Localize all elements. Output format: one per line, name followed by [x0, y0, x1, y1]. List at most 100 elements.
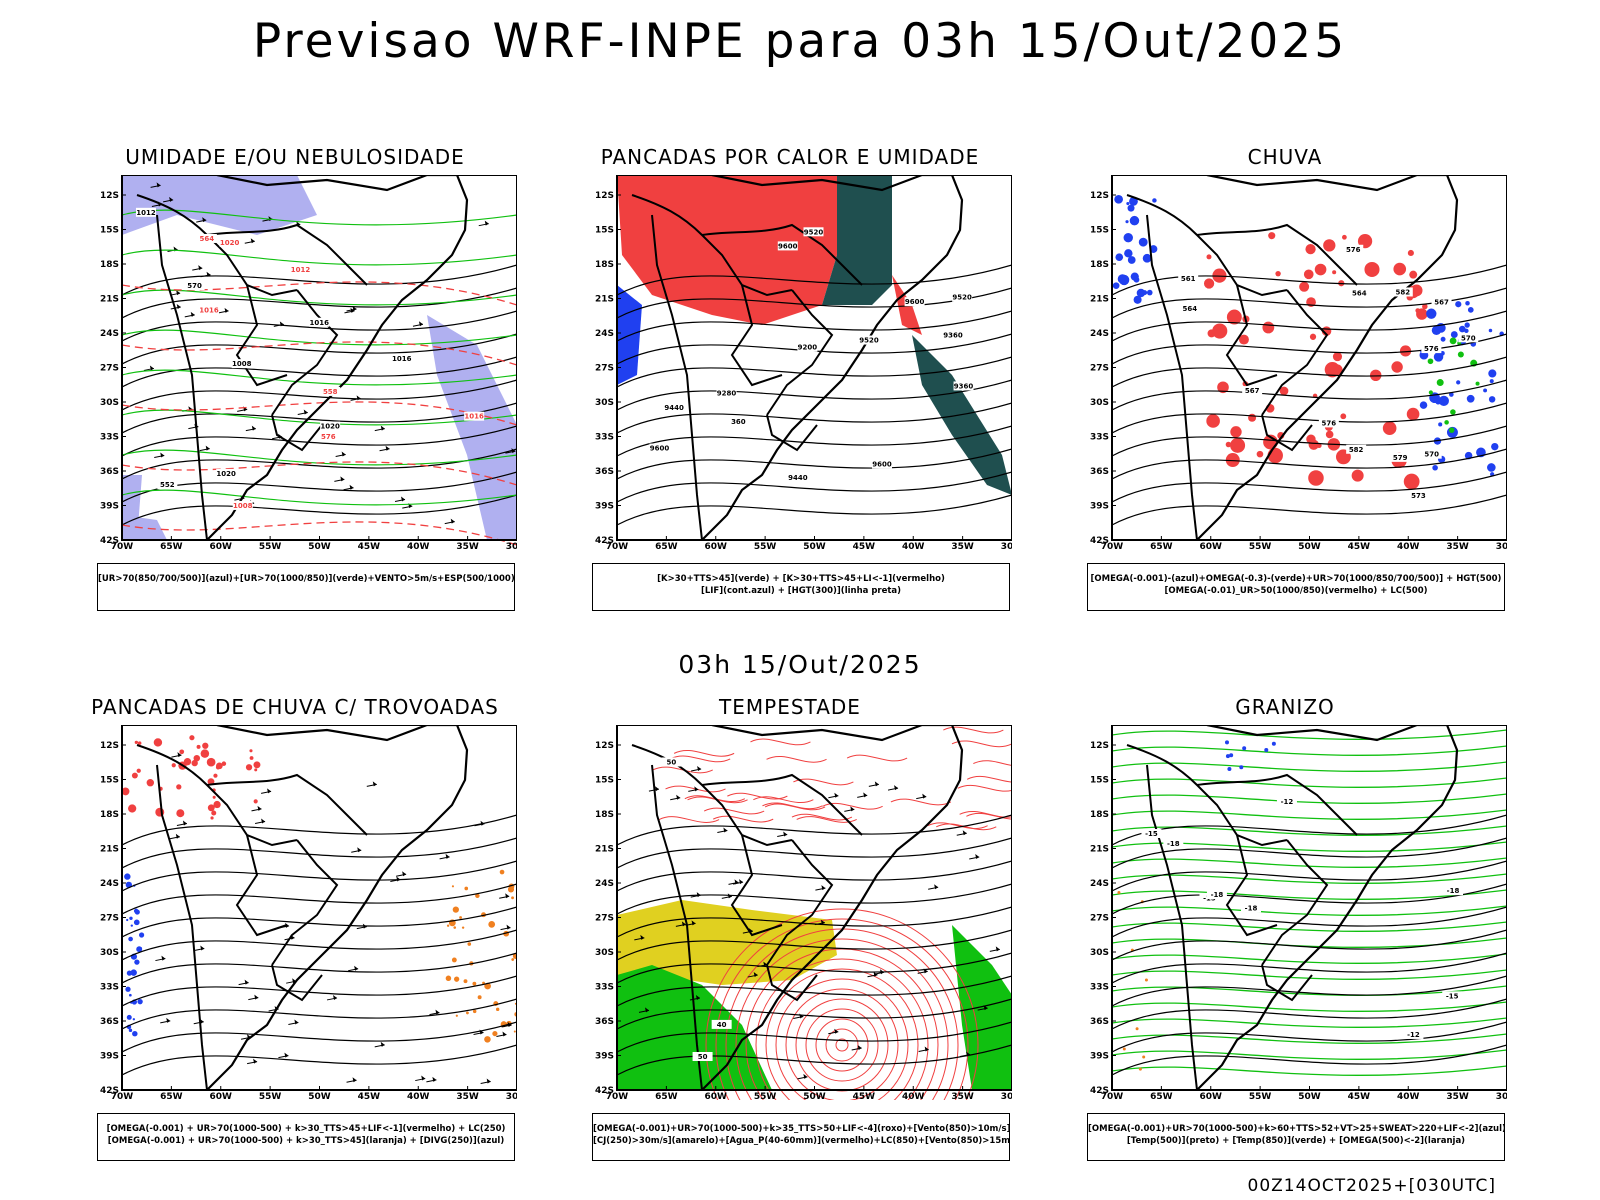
lon-tick-label: 35W: [456, 1092, 479, 1100]
pw-contour: [727, 792, 788, 800]
lat-tick-label: 42S: [1090, 1086, 1109, 1096]
rain-blue: [1440, 336, 1446, 342]
hail-blue: [1242, 746, 1247, 751]
wind-arrowhead: [857, 1045, 862, 1051]
height-contour: [1111, 448, 1507, 480]
rain-green: [1427, 358, 1434, 365]
lon-tick-label: 30W: [1001, 542, 1012, 550]
contour-label-bg: [664, 403, 685, 413]
contour-label: 1008: [232, 360, 252, 368]
country-border: [235, 284, 288, 387]
storm-red: [191, 759, 198, 767]
contour-label-bg: [1421, 449, 1442, 459]
storm-red: [176, 784, 182, 790]
wind-arrowhead: [502, 1031, 507, 1037]
rain-green: [1444, 420, 1449, 425]
rain-red: [1382, 421, 1397, 436]
rain-blue: [1435, 399, 1441, 405]
rain-blue: [1133, 276, 1140, 283]
lon-tick-label: 40W: [1397, 542, 1420, 550]
rain-blue: [1138, 237, 1148, 247]
coastline: [1196, 175, 1459, 541]
lon-tick-label: 60W: [1200, 1092, 1223, 1100]
lat-tick-label: 33S: [1090, 433, 1109, 443]
lat-tick-label: 24S: [1090, 879, 1109, 889]
wind-arrowhead: [506, 924, 511, 930]
contour-label: 9600: [650, 445, 670, 453]
legend-line: [K>30+TTS>45](verde) + [K>30+TTS>45+LI<-…: [657, 574, 945, 584]
storm-red: [179, 749, 185, 755]
rain-blue: [1129, 215, 1140, 226]
lon-tick-label: 30W: [1496, 542, 1507, 550]
contour-label-bg: [1349, 288, 1370, 298]
height-contour: [616, 952, 1012, 984]
rain-red: [1364, 261, 1380, 278]
panel-legend: [OMEGA(-0.001)-(azul)+OMEGA(-0.3)-(verde…: [1087, 563, 1505, 611]
height-contour: [616, 425, 1012, 457]
height-contour: [616, 402, 1012, 434]
storm-red: [249, 749, 253, 753]
country-border: [1261, 414, 1313, 452]
lat-tick-label: 33S: [595, 433, 614, 443]
storm-red: [202, 742, 209, 749]
rain-blue: [1450, 331, 1458, 339]
legend-line: [OMEGA(-0.001)-(azul)+OMEGA(-0.3)-(verde…: [1090, 574, 1502, 584]
pw-contour: [753, 796, 814, 804]
contour-label: -12: [1281, 798, 1294, 806]
country-border: [1146, 214, 1198, 541]
contour-label-bg: [1390, 452, 1411, 462]
wind-arrowhead: [333, 994, 338, 1000]
height-contour: [121, 883, 517, 915]
contour-label-bg: [184, 281, 205, 291]
lat-tick-label: 12S: [100, 741, 119, 751]
storm-red: [128, 804, 137, 813]
wind-arrowhead: [821, 885, 826, 891]
divg-blue: [132, 1018, 136, 1021]
omega-orange: [1138, 1067, 1142, 1071]
coastline: [1196, 725, 1459, 1091]
rain-red: [1225, 441, 1232, 448]
lat-tick-label: 24S: [595, 329, 614, 339]
height-contour: [616, 837, 1012, 869]
wind-arrowhead: [505, 893, 510, 899]
country-border: [766, 964, 818, 1002]
wind-arrowhead: [873, 971, 878, 977]
lat-tick-label: 21S: [1090, 295, 1109, 305]
storm-orange: [492, 1031, 498, 1037]
rain-red: [1248, 413, 1257, 422]
lat-tick-label: 12S: [595, 741, 614, 751]
storm-orange: [453, 926, 457, 929]
height-contour: [616, 379, 1012, 411]
storm-orange: [459, 916, 462, 919]
rain-green: [1428, 390, 1433, 395]
wind-arrowhead: [349, 484, 354, 490]
pw-contour: [951, 740, 1012, 748]
height-contour: [121, 264, 517, 296]
contour-label: -18: [1211, 891, 1224, 899]
temp850-contour: [1111, 777, 1507, 788]
wind-arrowhead: [341, 451, 346, 457]
wind-arrowhead: [966, 1051, 971, 1057]
contour-label-bg: [391, 353, 412, 363]
rain-red: [1332, 270, 1337, 275]
country-border: [156, 764, 208, 1091]
wind-arrowhead: [182, 820, 187, 826]
rain-red: [1340, 413, 1347, 420]
temp850-contour: [1111, 857, 1507, 868]
rain-blue: [1488, 396, 1496, 403]
lat-tick-label: 33S: [595, 983, 614, 993]
divg-blue: [130, 924, 133, 927]
hail-blue: [1224, 740, 1229, 745]
height-contour: [616, 975, 1012, 1007]
rain-blue: [1125, 220, 1129, 224]
lat-tick-label: 15S: [1090, 776, 1109, 786]
panel-title: PANCADAS DE CHUVA C/ TROVOADAS: [91, 695, 499, 719]
rain-red: [1303, 269, 1314, 280]
contour-label: 1016: [464, 413, 484, 421]
temp850-contour: [1111, 969, 1507, 980]
contour-label-bg: [1346, 444, 1367, 454]
contour-label: -15: [1145, 830, 1158, 838]
storm-red: [215, 765, 221, 770]
wind-arrowhead: [694, 786, 699, 792]
wind-arrowhead: [224, 307, 229, 313]
